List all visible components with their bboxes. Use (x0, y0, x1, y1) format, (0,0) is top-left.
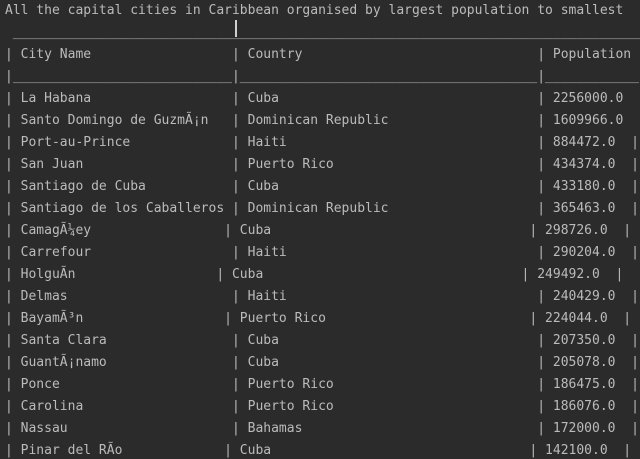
table-row: | CamagÃ¼ey | Cuba | 298726.0 | (5, 223, 632, 238)
table-row: | San Juan | Puerto Rico | 434374.0 | (5, 157, 639, 172)
table-row: | Santiago de los Caballeros | Dominican… (5, 201, 639, 216)
table-row: | Pinar del RÃ­o | Cuba | 142100.0 | (5, 443, 632, 458)
table-row: | HolguÃ­n | Cuba | 249492.0 | (5, 267, 624, 282)
table-row: | Carrefour | Haiti | 290204.0 | (5, 245, 639, 260)
table-top-border: ________________________________________… (5, 25, 640, 40)
table-row: | BayamÃ³n | Puerto Rico | 224044.0 | (5, 311, 632, 326)
table-row: | Ponce | Puerto Rico | 186475.0 | (5, 377, 639, 392)
table-row: | Santa Clara | Cuba | 207350.0 | (5, 333, 639, 348)
text-cursor (235, 20, 237, 37)
table-row: | Santo Domingo de GuzmÃ¡n | Dominican R… (5, 113, 640, 128)
table-row: | La Habana | Cuba | 2256000.0 | (5, 91, 640, 106)
table-header-divider: |____________________________|__________… (5, 69, 640, 84)
table-row: | GuantÃ¡namo | Cuba | 205078.0 | (5, 355, 639, 370)
console-title: All the capital cities in Caribbean orga… (5, 3, 624, 18)
table-row: | Nassau | Bahamas | 172000.0 | (5, 421, 639, 436)
table-header-row: | City Name | Country | Population | (5, 47, 640, 62)
table-row: | Carolina | Puerto Rico | 186076.0 | (5, 399, 639, 414)
table-row: | Delmas | Haiti | 240429.0 | (5, 289, 639, 304)
table-row: | Santiago de Cuba | Cuba | 433180.0 | (5, 179, 639, 194)
table-row: | Port-au-Prince | Haiti | 884472.0 | (5, 135, 639, 150)
